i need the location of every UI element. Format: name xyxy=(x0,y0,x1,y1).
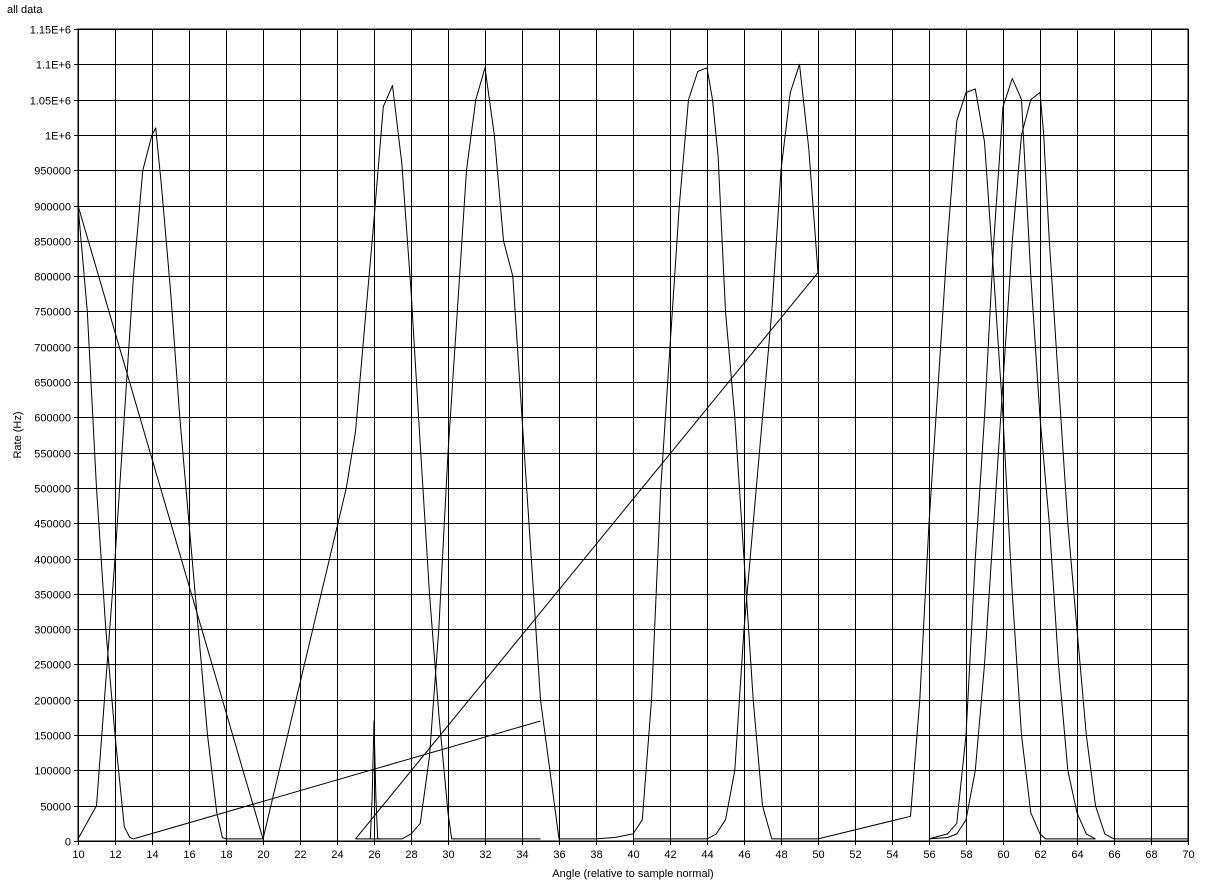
x-tick-label: 12 xyxy=(109,849,121,861)
x-tick-label: 46 xyxy=(738,849,750,861)
x-tick-label: 22 xyxy=(294,849,306,861)
x-tick-label: 62 xyxy=(1034,849,1046,861)
y-tick-label: 1.1E+6 xyxy=(36,60,71,72)
x-tick-label: 26 xyxy=(368,849,380,861)
y-tick-label: 350000 xyxy=(34,590,71,602)
y-tick-label: 0 xyxy=(65,837,71,849)
series-line-6 xyxy=(355,63,819,840)
y-axis-title: Rate (Hz) xyxy=(12,411,24,458)
y-tick-label: 100000 xyxy=(34,766,71,778)
y-tick-label: 500000 xyxy=(34,484,71,496)
x-tick-label: 70 xyxy=(1182,849,1194,861)
x-tick-label: 14 xyxy=(146,849,158,861)
y-tick-label: 850000 xyxy=(34,237,71,249)
y-tick-label: 950000 xyxy=(34,166,71,178)
x-tick-label: 18 xyxy=(220,849,232,861)
y-tick-label: 450000 xyxy=(34,519,71,531)
y-tick-label: 300000 xyxy=(34,625,71,637)
y-tick-label: 150000 xyxy=(34,731,71,743)
series-line-8 xyxy=(928,77,1096,840)
y-axis-ticks: 0 50000 100000 150000 200000 250000 300000 3500… xyxy=(30,25,78,849)
series-lines xyxy=(77,63,1188,840)
y-tick-label: 250000 xyxy=(34,660,71,672)
x-tick-label: 58 xyxy=(960,849,972,861)
y-tick-label: 200000 xyxy=(34,696,71,708)
x-gridlines xyxy=(78,29,1189,841)
y-tick-label: 550000 xyxy=(34,449,71,461)
y-tick-label: 800000 xyxy=(34,272,71,284)
x-tick-label: 52 xyxy=(849,849,861,861)
x-tick-label: 48 xyxy=(775,849,787,861)
x-tick-label: 16 xyxy=(183,849,195,861)
x-tick-label: 44 xyxy=(701,849,713,861)
x-tick-label: 34 xyxy=(516,849,528,861)
x-tick-label: 66 xyxy=(1108,849,1120,861)
x-tick-label: 68 xyxy=(1145,849,1157,861)
x-tick-label: 54 xyxy=(886,849,898,861)
series-line-7 xyxy=(817,88,1096,840)
x-tick-label: 28 xyxy=(405,849,417,861)
x-tick-label: 32 xyxy=(479,849,491,861)
y-tick-label: 1.05E+6 xyxy=(30,96,71,108)
y-tick-label: 750000 xyxy=(34,307,71,319)
y-tick-label: 1.15E+6 xyxy=(30,25,71,37)
x-tick-label: 20 xyxy=(257,849,269,861)
x-tick-label: 24 xyxy=(331,849,343,861)
x-tick-label: 38 xyxy=(590,849,602,861)
x-tick-label: 30 xyxy=(442,849,454,861)
x-tick-label: 56 xyxy=(923,849,935,861)
y-tick-label: 700000 xyxy=(34,343,71,355)
y-tick-label: 1E+6 xyxy=(45,131,71,143)
series-line-9 xyxy=(928,92,1188,840)
y-tick-label: 900000 xyxy=(34,202,71,214)
chart-title: all data xyxy=(7,4,43,16)
y-gridlines xyxy=(78,29,1188,842)
x-tick-label: 50 xyxy=(812,849,824,861)
x-axis-title: Angle (relative to sample normal) xyxy=(552,868,713,880)
y-tick-label: 400000 xyxy=(34,555,71,567)
x-tick-label: 36 xyxy=(553,849,565,861)
series-line-1 xyxy=(77,205,541,840)
series-line-3 xyxy=(77,85,541,840)
y-tick-label: 50000 xyxy=(40,802,71,814)
y-tick-label: 650000 xyxy=(34,378,71,390)
x-axis-ticks: 10 12 14 16 18 20 22 24 26 28 30 32 34 36 38 40 42 44 46 48… xyxy=(72,841,1195,861)
series-line-5 xyxy=(355,67,818,840)
y-tick-label: 600000 xyxy=(34,413,71,425)
x-tick-label: 10 xyxy=(72,849,84,861)
x-tick-label: 64 xyxy=(1071,849,1083,861)
x-tick-label: 60 xyxy=(997,849,1009,861)
x-tick-label: 40 xyxy=(627,849,639,861)
series-line-2 xyxy=(77,127,263,840)
x-tick-label: 42 xyxy=(664,849,676,861)
